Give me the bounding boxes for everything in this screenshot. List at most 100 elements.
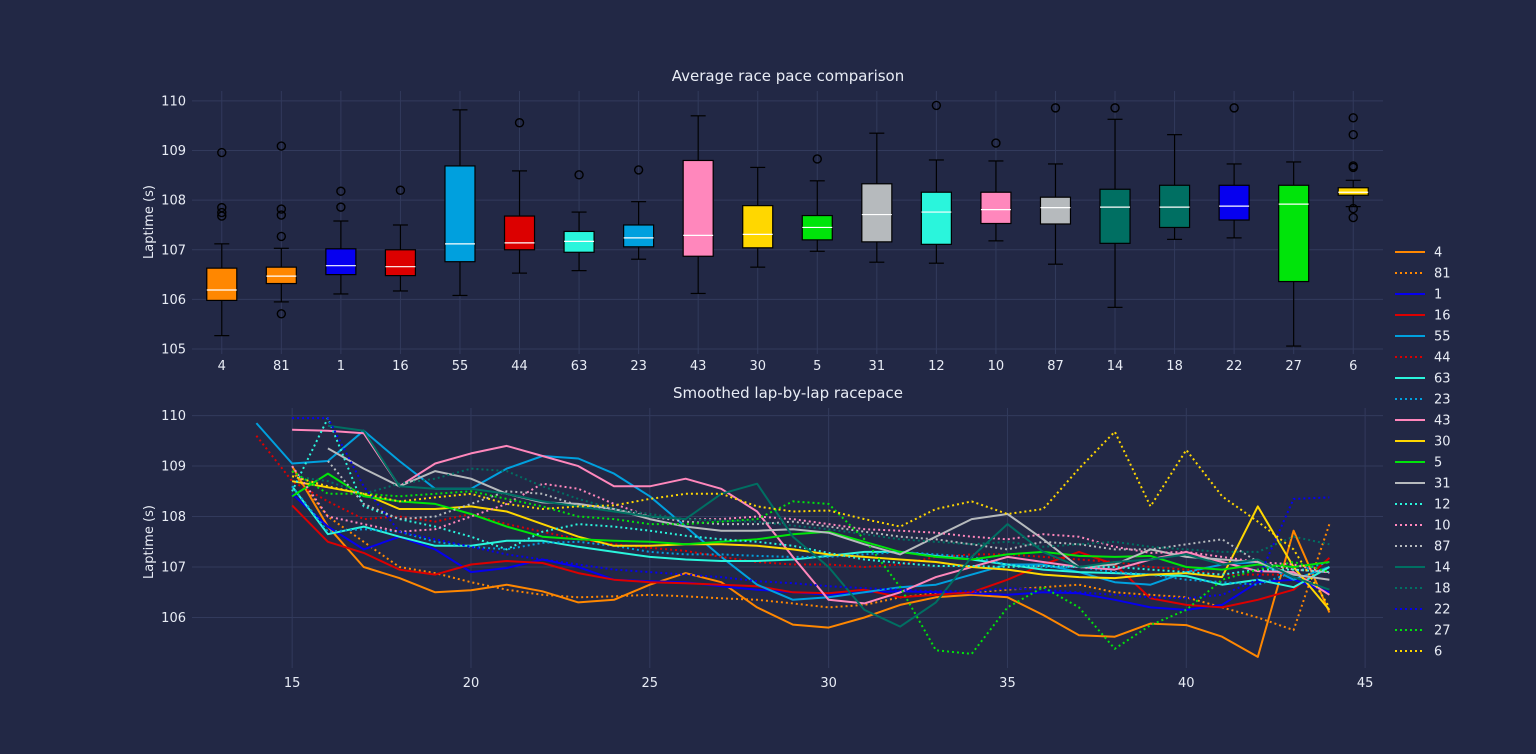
linechart-y-tick-label: 106 bbox=[161, 611, 186, 626]
linechart-y-tick-label: 110 bbox=[161, 409, 186, 424]
box-outlier bbox=[336, 202, 346, 212]
legend-item-30: 30 bbox=[1395, 435, 1451, 450]
box-31 bbox=[861, 132, 893, 263]
box-iqr bbox=[265, 266, 297, 285]
box-iqr bbox=[1278, 184, 1310, 283]
box-iqr bbox=[682, 159, 714, 257]
series-line-44 bbox=[255, 435, 1330, 581]
box-iqr bbox=[325, 248, 357, 276]
legend-label: 18 bbox=[1434, 582, 1451, 597]
box-18 bbox=[1158, 134, 1191, 240]
box-outlier bbox=[276, 210, 287, 220]
box-22 bbox=[1218, 103, 1250, 239]
box-outlier bbox=[931, 100, 942, 111]
linechart-y-tick-label: 108 bbox=[161, 510, 186, 525]
boxplot-y-tick-label: 107 bbox=[161, 243, 186, 258]
box-6 bbox=[1337, 113, 1369, 223]
series-line-22 bbox=[292, 417, 1330, 600]
series-line-16 bbox=[291, 504, 1331, 609]
boxplot-x-ticks: 4 81 1 16 55 44 63 23 43 30 5 31 12 10 87 14 18 22 27 6 bbox=[218, 359, 1358, 374]
series-line-6 bbox=[291, 430, 1331, 608]
boxplot-x-tick-label: 5 bbox=[813, 359, 821, 374]
box-27 bbox=[1278, 161, 1310, 347]
boxplot-x-tick-label: 6 bbox=[1349, 359, 1357, 374]
boxplot-x-tick-label: 4 bbox=[218, 359, 226, 374]
box-outlier bbox=[217, 207, 227, 218]
legend-item-12: 12 bbox=[1395, 498, 1451, 513]
legend-item-81: 81 bbox=[1395, 267, 1451, 282]
box-outlier bbox=[812, 154, 822, 164]
legend-label: 63 bbox=[1434, 372, 1451, 387]
boxplot-x-tick-label: 43 bbox=[690, 359, 707, 374]
box-iqr bbox=[1337, 187, 1369, 196]
box-iqr bbox=[1218, 184, 1250, 221]
box-iqr bbox=[920, 191, 952, 245]
boxplot-x-tick-label: 1 bbox=[337, 359, 345, 374]
legend-label: 6 bbox=[1434, 645, 1442, 660]
series-line-81 bbox=[291, 470, 1331, 632]
boxplot-x-tick-label: 30 bbox=[749, 359, 766, 374]
legend-item-43: 43 bbox=[1395, 414, 1451, 429]
legend-label: 1 bbox=[1434, 288, 1442, 303]
legend-label: 87 bbox=[1434, 540, 1451, 555]
boxplot-x-tick-label: 22 bbox=[1226, 359, 1243, 374]
box-1 bbox=[325, 186, 357, 295]
boxplot-y-tick-label: 109 bbox=[161, 144, 186, 159]
box-iqr bbox=[861, 183, 893, 243]
boxplot-y-axis-label: Laptime (s) bbox=[142, 185, 157, 259]
boxplot-x-tick-label: 23 bbox=[630, 359, 647, 374]
series-line-12 bbox=[291, 417, 1330, 576]
linechart-x-tick-label: 20 bbox=[463, 676, 480, 691]
linechart-y-tick-label: 107 bbox=[161, 561, 186, 576]
linechart-x-tick-label: 15 bbox=[284, 676, 301, 691]
boxplot-x-tick-label: 63 bbox=[571, 359, 588, 374]
linechart-x-ticks: 15 20 25 30 35 40 45 bbox=[284, 676, 1374, 691]
box-outlier bbox=[633, 165, 644, 175]
box-55 bbox=[444, 109, 476, 297]
legend-label: 23 bbox=[1434, 393, 1451, 408]
legend-item-27: 27 bbox=[1395, 624, 1451, 639]
legend-item-22: 22 bbox=[1395, 603, 1451, 618]
linechart-x-tick-label: 25 bbox=[642, 676, 659, 691]
box-outlier bbox=[1050, 103, 1061, 113]
box-87 bbox=[1039, 103, 1072, 265]
box-44 bbox=[503, 118, 536, 274]
boxplot-x-tick-label: 27 bbox=[1285, 359, 1302, 374]
linechart-x-tick-label: 45 bbox=[1357, 676, 1374, 691]
box-outlier bbox=[217, 211, 227, 221]
box-outlier bbox=[336, 186, 346, 196]
boxplot-x-tick-label: 87 bbox=[1047, 359, 1064, 374]
box-outlier bbox=[1348, 212, 1358, 223]
box-outlier bbox=[276, 204, 287, 214]
boxplot-x-tick-label: 18 bbox=[1166, 359, 1183, 374]
box-30 bbox=[742, 166, 774, 268]
box-outlier bbox=[1348, 113, 1358, 123]
boxplot-x-tick-label: 10 bbox=[988, 359, 1005, 374]
series-line-14 bbox=[327, 424, 1330, 628]
legend-item-23: 23 bbox=[1395, 393, 1451, 408]
legend-label: 55 bbox=[1434, 330, 1451, 345]
boxplot-x-tick-label: 14 bbox=[1107, 359, 1124, 374]
box-81 bbox=[265, 141, 297, 319]
boxplot-x-tick-label: 81 bbox=[273, 359, 290, 374]
legend-item-16: 16 bbox=[1395, 309, 1451, 324]
boxplot-x-tick-label: 31 bbox=[869, 359, 886, 374]
boxplot-boxes bbox=[206, 100, 1369, 347]
box-iqr bbox=[742, 205, 774, 249]
linechart-y-tick-label: 109 bbox=[161, 460, 186, 475]
linechart-x-tick-label: 35 bbox=[999, 676, 1016, 691]
series-line-10 bbox=[291, 465, 1330, 575]
box-outlier bbox=[1348, 203, 1358, 214]
boxplot-y-tick-label: 110 bbox=[161, 94, 186, 109]
legend-label: 22 bbox=[1434, 603, 1451, 618]
box-43 bbox=[682, 115, 714, 295]
boxplot-y-tick-label: 106 bbox=[161, 293, 186, 308]
legend-label: 44 bbox=[1434, 351, 1451, 366]
legend-item-87: 87 bbox=[1395, 540, 1451, 555]
legend: 4 81 1 16 55 44 63 23 43 30 5 31 12 10 87 14 18 22 27 6 bbox=[1395, 246, 1451, 660]
boxplot-title: Average race pace comparison bbox=[672, 67, 905, 85]
legend-item-1: 1 bbox=[1395, 288, 1442, 303]
